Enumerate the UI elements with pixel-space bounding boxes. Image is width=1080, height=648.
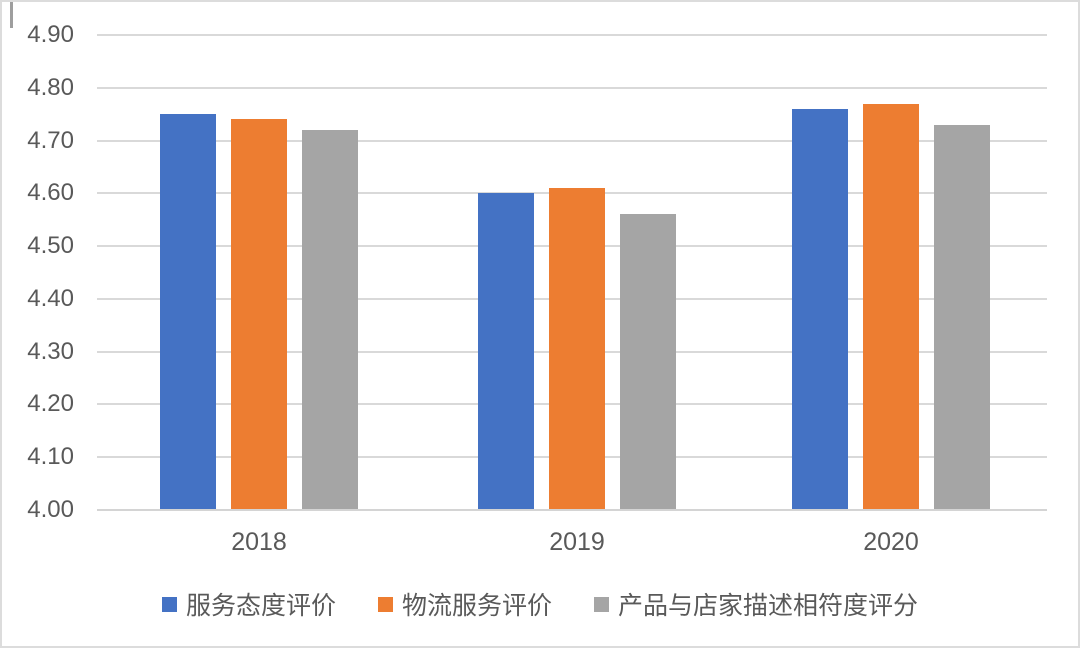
- y-tick-label-4.60: 4.60: [27, 179, 74, 207]
- y-tick-label-4.80: 4.80: [27, 73, 74, 101]
- bar-2019-series-1: [478, 193, 534, 510]
- bar-2018-series-3: [302, 130, 358, 510]
- legend-label: 产品与店家描述相符度评分: [618, 592, 919, 620]
- legend-swatch-icon: [594, 596, 609, 612]
- y-tick-label-4.30: 4.30: [27, 337, 74, 365]
- y-tick-label-4.00: 4.00: [27, 496, 74, 523]
- x-tick-label-2020: 2020: [863, 528, 919, 556]
- legend-label: 服务态度评价: [185, 592, 336, 620]
- legend-swatch-icon: [161, 596, 177, 612]
- legend-label: 物流服务评价: [401, 592, 552, 620]
- bar-2018-series-2: [231, 119, 287, 510]
- legend-item-3: 产品与店家描述相符度评分: [594, 586, 918, 622]
- y-tick-label-4.50: 4.50: [27, 232, 74, 260]
- legend-swatch-icon: [377, 596, 393, 612]
- gridline-4.90: [97, 34, 1047, 36]
- x-axis-baseline: [97, 509, 1047, 511]
- corner-artifact: [10, 2, 13, 28]
- y-tick-label-4.10: 4.10: [27, 443, 74, 471]
- legend-item-1: 服务态度评价: [161, 586, 336, 622]
- bar-2019-series-3: [620, 214, 676, 510]
- y-tick-label-4.40: 4.40: [27, 284, 74, 312]
- x-tick-label-2018: 2018: [231, 528, 287, 556]
- bar-2020-series-3: [934, 125, 990, 510]
- bar-2020-series-1: [792, 109, 848, 510]
- y-tick-label-4.20: 4.20: [27, 390, 74, 418]
- legend-item-2: 物流服务评价: [377, 586, 552, 622]
- y-tick-label-4.70: 4.70: [27, 126, 74, 154]
- gridline-4.80: [97, 86, 1047, 89]
- y-tick-label-4.90: 4.90: [27, 21, 74, 48]
- bar-2020-series-2: [863, 104, 919, 510]
- x-tick-label-2019: 2019: [549, 528, 605, 556]
- legend: 服务态度评价 物流服务评价 产品与店家描述相符度评分: [2, 586, 1078, 622]
- gridline-4.70: [97, 139, 1047, 142]
- bar-2019-series-2: [549, 188, 605, 510]
- bar-2018-series-1: [160, 114, 216, 510]
